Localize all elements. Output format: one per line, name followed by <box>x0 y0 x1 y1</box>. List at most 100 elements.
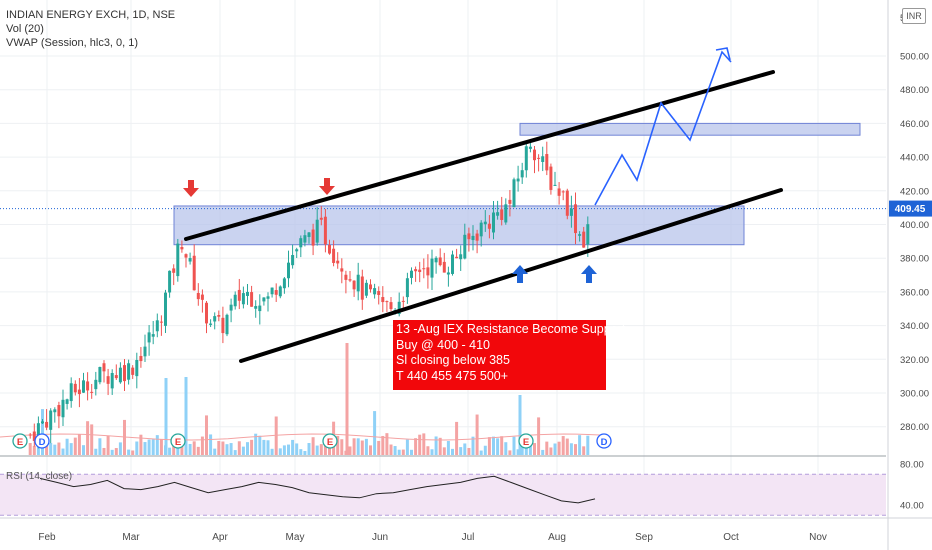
candle-body <box>127 363 131 380</box>
volume-bar <box>151 439 155 455</box>
y-tick-label: 340.00 <box>900 321 929 332</box>
y-tick-label: 400.00 <box>900 220 929 231</box>
event-marker[interactable]: E <box>322 433 338 449</box>
candle-body <box>467 233 471 240</box>
candle-body <box>102 363 106 372</box>
candle-body <box>561 191 565 193</box>
volume-indicator-label[interactable]: Vol (20) <box>6 23 44 35</box>
volume-bar <box>233 450 237 455</box>
volume-bar <box>147 439 151 455</box>
candle-body <box>520 170 524 178</box>
volume-bar <box>549 447 553 455</box>
candle-body <box>143 346 147 357</box>
candle-body <box>381 297 385 303</box>
candle-body <box>86 381 90 391</box>
candle-body <box>94 379 98 390</box>
volume-bar <box>221 441 225 455</box>
candle-body <box>533 149 536 161</box>
volume-bar <box>262 439 266 455</box>
chart-legend: INDIAN ENERGY EXCH, 1D, NSE Vol (20) VWA… <box>6 8 175 50</box>
event-marker-label: D <box>601 437 608 448</box>
volume-bar <box>114 448 118 455</box>
candle-body <box>479 222 483 237</box>
volume-bar <box>438 437 442 455</box>
rsi-band <box>0 474 886 516</box>
volume-bar <box>414 438 418 455</box>
candle-body <box>41 421 44 424</box>
candle-body <box>246 291 249 296</box>
symbol-title[interactable]: INDIAN ENERGY EXCH, 1D, NSE <box>6 9 176 21</box>
candle-body <box>36 423 40 446</box>
candle-body <box>254 306 258 309</box>
volume-bar <box>41 409 44 455</box>
zones <box>0 122 886 246</box>
candle-body <box>574 204 577 234</box>
event-marker[interactable]: D <box>596 433 612 449</box>
volume-bar <box>389 444 393 455</box>
x-tick-label: Jun <box>372 532 388 543</box>
candle-body <box>385 301 389 303</box>
y-tick-label: 360.00 <box>900 287 929 298</box>
volume-bar <box>188 443 192 455</box>
volume-bar <box>578 435 582 455</box>
candle-body <box>49 410 53 430</box>
candle-body <box>147 332 151 343</box>
lower-channel-line <box>239 188 783 363</box>
candle-body <box>397 301 401 314</box>
volume-bar <box>291 439 295 455</box>
candle-body <box>422 268 426 270</box>
candle-body <box>315 219 319 243</box>
x-tick-label: Apr <box>212 532 228 543</box>
volume-bar <box>364 438 368 455</box>
vwap-indicator-label[interactable]: VWAP (Session, hlc3, 0, 1) <box>6 37 139 49</box>
candle-body <box>496 212 500 216</box>
volume-bar <box>65 438 69 455</box>
event-marker[interactable]: E <box>518 433 534 449</box>
volume-bar <box>528 439 532 455</box>
event-marker-circle <box>34 433 50 449</box>
candle-body <box>545 154 549 171</box>
event-marker[interactable]: E <box>12 433 28 449</box>
volume-bar <box>418 434 422 455</box>
candle-body <box>508 199 512 204</box>
candle-body <box>389 302 393 310</box>
candle-body <box>192 255 196 291</box>
rsi-line <box>39 475 596 504</box>
x-tick-label: Mar <box>122 532 140 543</box>
candle-body <box>459 254 463 260</box>
volume-bar <box>381 435 385 455</box>
candle-body <box>451 254 454 274</box>
volume-bar <box>475 414 479 455</box>
candle-body <box>586 224 590 245</box>
candle-body <box>483 221 487 225</box>
volume-bar <box>373 411 377 455</box>
candle-body <box>405 278 409 298</box>
candle-body <box>364 282 368 296</box>
rsi-tick-label: 40.00 <box>900 501 924 512</box>
y-tick-label: 320.00 <box>900 355 929 366</box>
candle-body <box>131 367 135 375</box>
candle-body <box>487 223 491 229</box>
candle-body <box>377 291 381 295</box>
volume-bar <box>278 448 282 455</box>
volume-bar <box>459 447 463 455</box>
candle-body <box>291 255 295 266</box>
volume-bar <box>192 441 196 455</box>
event-marker[interactable]: D <box>34 433 50 449</box>
candle-body <box>295 249 299 252</box>
candle-body <box>233 294 237 307</box>
volume-bar <box>172 440 176 455</box>
volume-bar <box>348 446 352 455</box>
candle-body <box>319 217 323 220</box>
volume-bar <box>496 438 500 455</box>
candle-body <box>61 399 65 418</box>
candle-body <box>209 323 213 325</box>
candle-body <box>262 297 266 302</box>
event-marker-circle <box>170 433 186 449</box>
candle-body <box>438 257 442 266</box>
volume-bar <box>131 450 135 455</box>
price-tag-label: 409.45 <box>895 204 926 215</box>
volume-spike <box>345 343 349 455</box>
event-marker[interactable]: E <box>170 433 186 449</box>
